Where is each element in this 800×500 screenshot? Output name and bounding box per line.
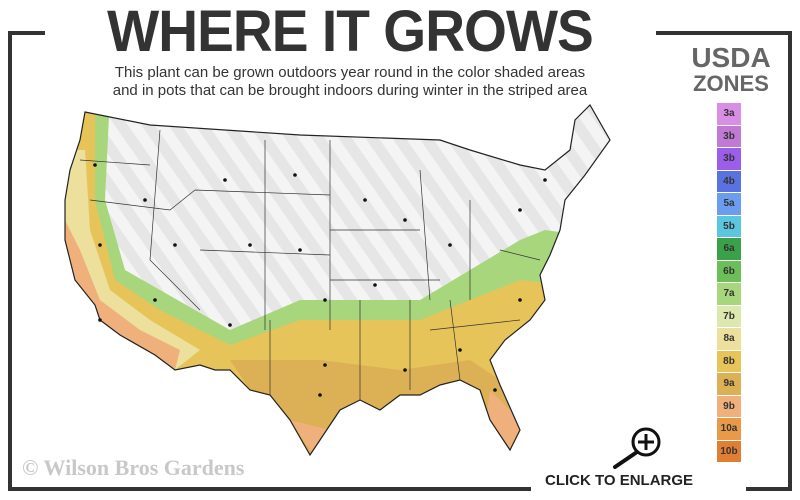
legend-zone-5b: 5b xyxy=(717,215,741,238)
frame-top-right xyxy=(656,31,792,35)
us-hardiness-map[interactable] xyxy=(55,95,615,465)
state-borders xyxy=(79,129,541,400)
magnifier-plus-icon[interactable] xyxy=(610,425,670,470)
legend-zone-10a: 10a xyxy=(717,418,741,441)
legend-zone-7a: 7a xyxy=(717,283,741,306)
legend-zone-10b: 10b xyxy=(717,440,741,463)
copyright-watermark: © Wilson Bros Gardens xyxy=(22,455,245,480)
subtitle-line-1: This plant can be grown outdoors year ro… xyxy=(114,64,586,81)
legend-zone-3a: 3a xyxy=(717,103,741,126)
legend-title-line-2: ZONES xyxy=(693,71,769,96)
subtitle-line-2: and in pots that can be brought indoors … xyxy=(112,82,588,99)
legend-zone-3b: 3b xyxy=(717,148,741,171)
legend-zone-5a: 5a xyxy=(717,193,741,216)
legend-zone-9b: 9b xyxy=(717,395,741,418)
city-dots xyxy=(93,163,547,397)
legend-zone-3b: 3b xyxy=(717,125,741,148)
zone-legend: 3a 3b 3b 4b 5a 5b 6a 6b 7a 7b 8a 8b 9a 9b 10a 10b xyxy=(717,103,741,463)
frame-top-left xyxy=(8,31,45,35)
page-title: WHERE IT GROWS xyxy=(107,0,594,64)
legend-zone-4b: 4b xyxy=(717,170,741,193)
legend-zone-8a: 8a xyxy=(717,328,741,351)
legend-zone-6b: 6b xyxy=(717,260,741,283)
frame-bottom-right xyxy=(746,487,792,491)
legend-zone-9a: 9a xyxy=(717,373,741,396)
frame-bottom-left xyxy=(8,487,531,491)
legend-title: USDA ZONES xyxy=(676,44,786,96)
click-to-enlarge-link[interactable]: CLICK TO ENLARGE xyxy=(545,472,694,489)
legend-title-line-1: USDA xyxy=(691,42,771,73)
legend-zone-8b: 8b xyxy=(717,350,741,373)
legend-zone-7b: 7b xyxy=(717,305,741,328)
legend-zone-6a: 6a xyxy=(717,238,741,261)
frame-right xyxy=(788,31,792,491)
frame-left xyxy=(8,31,12,491)
subtitle: This plant can be grown outdoors year ro… xyxy=(40,64,660,100)
